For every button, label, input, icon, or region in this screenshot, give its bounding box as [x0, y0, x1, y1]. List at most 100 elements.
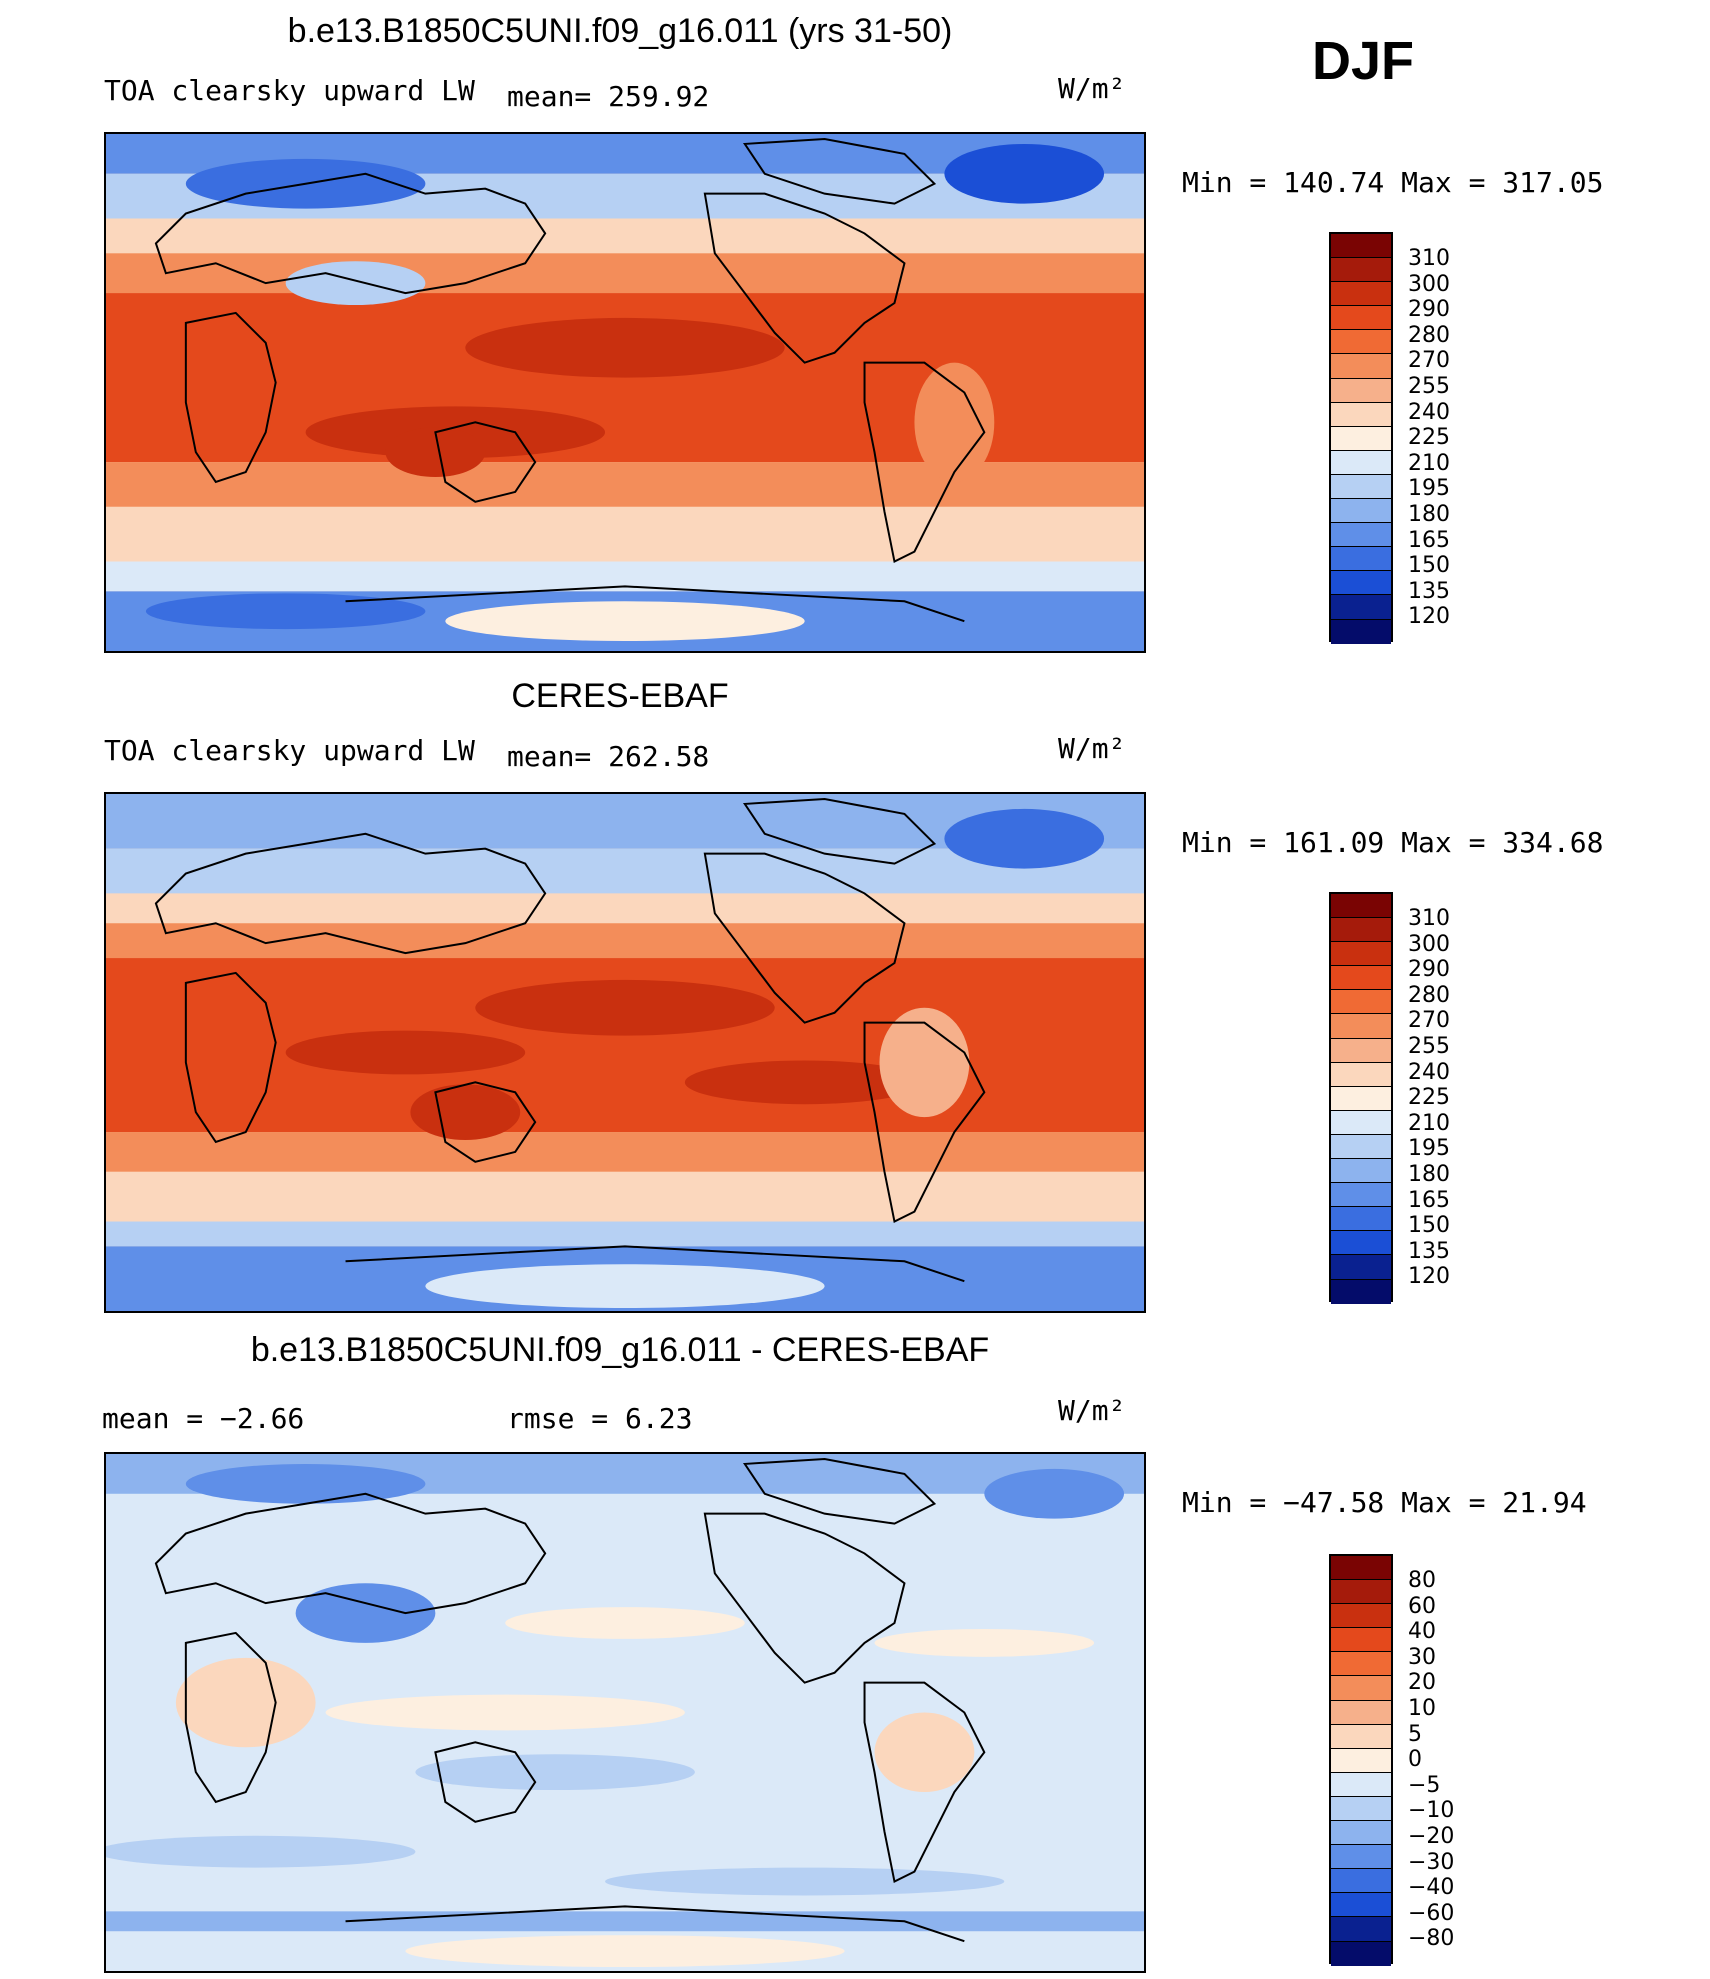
panel3-colorbar-cell: [1331, 1941, 1391, 1966]
colorbar-tick-label: 30: [1408, 1644, 1436, 1670]
panel1-colorbar-cell: [1331, 547, 1391, 572]
panel3-colorbar-cell: [1331, 1724, 1391, 1749]
colorbar-tick-label: 280: [1408, 982, 1450, 1008]
colorbar-tick-label: 0: [1408, 1747, 1422, 1773]
panel2-colorbar-cell: [1331, 966, 1391, 991]
panel2-colorbar: [1329, 892, 1393, 1304]
panel1-colorbar-cell: [1331, 426, 1391, 451]
colorbar-tick-label: −60: [1408, 1900, 1455, 1926]
colorbar-tick-label: 195: [1408, 476, 1450, 502]
panel1-colorbar-cell: [1331, 619, 1391, 644]
panel1-colorbar-cell: [1331, 282, 1391, 307]
panel2-minmax: Min = 161.09 Max = 334.68: [1182, 826, 1604, 859]
colorbar-tick-label: 210: [1408, 1110, 1450, 1136]
panel1-colorbar-cell: [1331, 234, 1391, 259]
panel2-variable-label: TOA clearsky upward LW: [104, 734, 475, 767]
colorbar-tick-label: 10: [1408, 1696, 1436, 1721]
panel2-colorbar-cell: [1331, 1183, 1391, 1208]
panel3-colorbar-cell: [1331, 1700, 1391, 1725]
colorbar-tick-label: 240: [1408, 1059, 1450, 1085]
colorbar-tick-label: 255: [1408, 1034, 1450, 1059]
panel2-colorbar-cell: [1331, 1159, 1391, 1184]
panel3-colorbar-cell: [1331, 1772, 1391, 1797]
panel2-colorbar-cell: [1331, 1014, 1391, 1039]
colorbar-tick-label: 40: [1408, 1619, 1436, 1645]
panel3-title: b.e13.B1850C5UNI.f09_g16.011 - CERES-EBA…: [250, 1331, 990, 1369]
panel3-colorbar-cell: [1331, 1748, 1391, 1773]
panel1-colorbar-cell: [1331, 571, 1391, 596]
panel2-map: [104, 792, 1146, 1313]
colorbar-tick-label: 180: [1408, 1162, 1450, 1187]
colorbar-tick-label: 270: [1408, 348, 1450, 374]
panel2-title: CERES-EBAF: [511, 677, 729, 715]
colorbar-tick-label: −40: [1408, 1875, 1455, 1901]
panel3-units: W/m²: [1058, 1394, 1126, 1427]
panel1-minmax: Min = 140.74 Max = 317.05: [1182, 166, 1604, 199]
panel2-colorbar-cell: [1331, 1134, 1391, 1160]
panel3-colorbar-cell: [1331, 1604, 1391, 1629]
panel2-colorbar-cell: [1331, 942, 1391, 967]
panel2-colorbar-cell: [1331, 1207, 1391, 1232]
panel1-map: [104, 132, 1146, 653]
panel1-colorbar-cell: [1331, 402, 1391, 427]
panel1-colorbar: [1329, 232, 1393, 644]
panel1-variable-label: TOA clearsky upward LW: [104, 74, 475, 107]
panel3-colorbar-cell: [1331, 1796, 1391, 1822]
panel2-colorbar-cell: [1331, 1110, 1391, 1135]
colorbar-tick-label: 225: [1408, 1085, 1450, 1111]
panel3-rmse-label: rmse = 6.23: [507, 1402, 693, 1435]
panel3-colorbar-cell: [1331, 1580, 1391, 1605]
panel3-map-svg: [106, 1454, 1144, 1971]
panel1-title: b.e13.B1850C5UNI.f09_g16.011 (yrs 31-50): [287, 12, 953, 50]
panel1-colorbar-cell: [1331, 523, 1391, 548]
colorbar-tick-label: 150: [1408, 553, 1450, 579]
colorbar-tick-label: 120: [1408, 1264, 1450, 1290]
panel2-colorbar-cell: [1331, 990, 1391, 1015]
colorbar-tick-label: 310: [1408, 246, 1450, 271]
panel2-colorbar-cell: [1331, 1231, 1391, 1256]
colorbar-tick-label: 120: [1408, 604, 1450, 630]
panel2-colorbar-cell: [1331, 918, 1391, 943]
panel2-colorbar-cell: [1331, 1279, 1391, 1304]
panel2-map-svg: [106, 794, 1144, 1311]
panel2-colorbar-cell: [1331, 1255, 1391, 1280]
panel3-colorbar-cell: [1331, 1869, 1391, 1894]
panel2-colorbar-cell: [1331, 1062, 1391, 1087]
panel3-map: [104, 1452, 1146, 1973]
panel1-colorbar-cell: [1331, 499, 1391, 524]
panel1-colorbar-cell: [1331, 258, 1391, 283]
panel1-colorbar-cell: [1331, 450, 1391, 475]
panel1-colorbar-cell: [1331, 474, 1391, 500]
colorbar-tick-label: 20: [1408, 1670, 1436, 1696]
panel2-colorbar-cell: [1331, 1038, 1391, 1063]
season-label: DJF: [1312, 31, 1415, 91]
panel3-colorbar-cell: [1331, 1652, 1391, 1677]
colorbar-tick-label: 5: [1408, 1721, 1422, 1747]
panel3-colorbar: [1329, 1554, 1393, 1966]
colorbar-tick-label: 135: [1408, 578, 1450, 604]
colorbar-tick-label: 255: [1408, 374, 1450, 399]
colorbar-tick-label: 290: [1408, 957, 1450, 983]
colorbar-tick-label: 270: [1408, 1008, 1450, 1034]
panel3-colorbar-cell: [1331, 1556, 1391, 1581]
colorbar-tick-label: 310: [1408, 906, 1450, 931]
colorbar-tick-label: −80: [1408, 1926, 1455, 1952]
colorbar-tick-label: 165: [1408, 1187, 1450, 1213]
panel3-colorbar-cell: [1331, 1676, 1391, 1701]
panel2-colorbar-cell: [1331, 894, 1391, 919]
colorbar-tick-label: 280: [1408, 322, 1450, 348]
panel3-mean-label: mean = −2.66: [102, 1402, 305, 1435]
colorbar-tick-label: 165: [1408, 527, 1450, 553]
panel1-colorbar-cell: [1331, 306, 1391, 331]
colorbar-tick-label: 300: [1408, 271, 1450, 297]
panel1-colorbar-cell: [1331, 330, 1391, 355]
colorbar-tick-label: 240: [1408, 399, 1450, 425]
panel2-units: W/m²: [1058, 732, 1126, 765]
panel1-units: W/m²: [1058, 72, 1126, 105]
panel3-colorbar-cell: [1331, 1893, 1391, 1918]
panel3-colorbar-cell: [1331, 1845, 1391, 1870]
colorbar-tick-label: 135: [1408, 1238, 1450, 1264]
colorbar-tick-label: 225: [1408, 425, 1450, 451]
colorbar-tick-label: 80: [1408, 1568, 1436, 1593]
panel1-colorbar-cell: [1331, 354, 1391, 379]
